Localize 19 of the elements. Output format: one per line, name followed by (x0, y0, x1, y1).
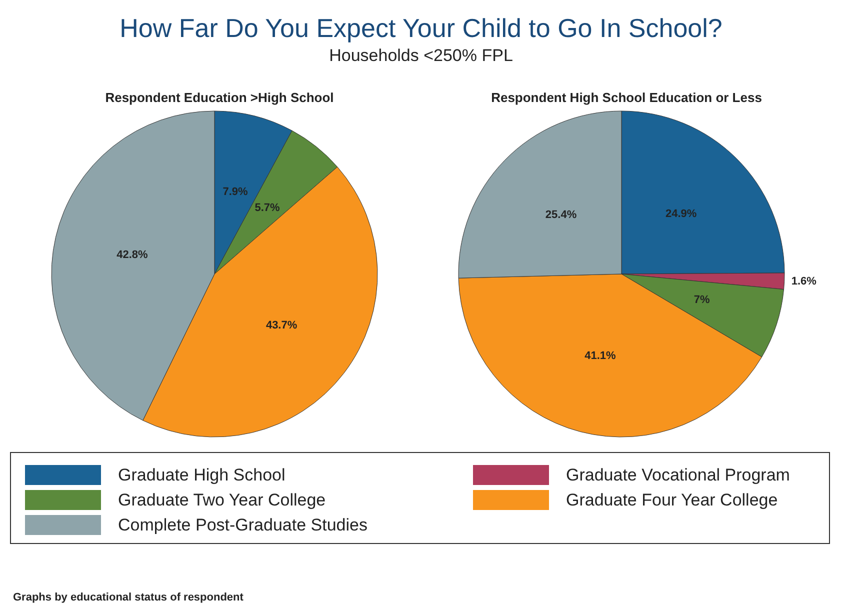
chart-subtitle: Households <250% FPL (329, 46, 513, 65)
chart-title: How Far Do You Expect Your Child to Go In School? (120, 13, 722, 43)
data-label: 25.4% (545, 209, 577, 222)
legend-label: Graduate High School (118, 466, 286, 484)
slice-label: Respondent Education >High School (105, 90, 334, 105)
data-label: 7% (694, 294, 710, 306)
legend-label: Complete Post-Graduate Studies (118, 516, 368, 534)
data-label: 42.8% (116, 248, 148, 261)
data-label: 7.9% (222, 186, 248, 198)
legend-label: Graduate Two Year College (118, 490, 326, 510)
legend-label: Graduate Four Year College (566, 490, 778, 510)
text: Graphs by educational status of respondent (13, 592, 244, 604)
data-label: 41.1% (584, 350, 616, 362)
data-label: 43.7% (266, 319, 298, 332)
slice-label: Respondent High School Education or Less (491, 90, 762, 105)
data-label: 5.7% (254, 202, 280, 214)
data-label: 1.6% (791, 275, 817, 288)
legend-label: Graduate Vocational Program (566, 466, 790, 484)
data-label: 24.9% (665, 208, 697, 220)
